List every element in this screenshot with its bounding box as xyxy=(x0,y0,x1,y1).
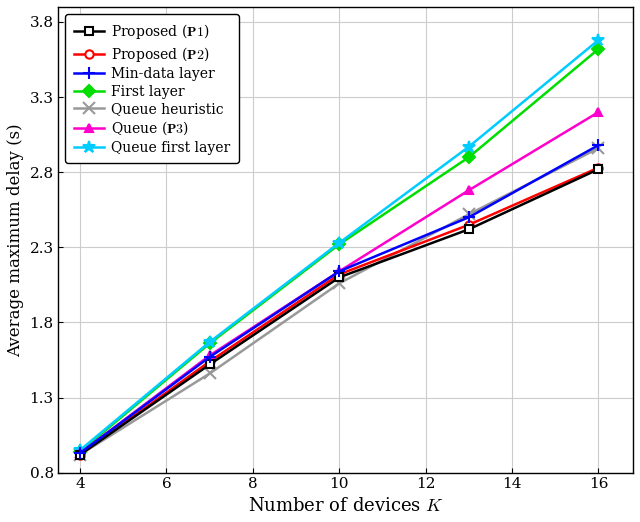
Min-data layer xyxy=(76,450,84,456)
Queue first layer xyxy=(595,37,602,43)
Proposed ($\mathbf{P1}$) xyxy=(206,361,214,367)
Queue first layer xyxy=(76,447,84,453)
Proposed ($\mathbf{P1}$) xyxy=(76,452,84,458)
Line: Min-data layer: Min-data layer xyxy=(74,139,605,459)
Queue ($\mathbf{P3}$) xyxy=(465,187,473,193)
Proposed ($\mathbf{P1}$) xyxy=(595,166,602,172)
Proposed ($\mathbf{P2}$) xyxy=(595,164,602,171)
Line: Proposed ($\mathbf{P1}$): Proposed ($\mathbf{P1}$) xyxy=(76,165,603,459)
Line: Queue heuristic: Queue heuristic xyxy=(74,143,604,460)
Proposed ($\mathbf{P2}$) xyxy=(465,222,473,228)
Queue ($\mathbf{P3}$) xyxy=(76,450,84,456)
Y-axis label: Average maximum delay (s): Average maximum delay (s) xyxy=(7,123,24,357)
Queue heuristic xyxy=(465,211,473,217)
Min-data layer xyxy=(465,214,473,220)
Min-data layer xyxy=(206,354,214,360)
Proposed ($\mathbf{P1}$) xyxy=(465,226,473,232)
First layer xyxy=(335,241,343,247)
First layer xyxy=(465,154,473,160)
Line: Proposed ($\mathbf{P2}$): Proposed ($\mathbf{P2}$) xyxy=(76,163,603,459)
Queue ($\mathbf{P3}$) xyxy=(335,268,343,275)
Proposed ($\mathbf{P2}$) xyxy=(335,271,343,278)
Proposed ($\mathbf{P2}$) xyxy=(206,358,214,364)
First layer xyxy=(76,448,84,455)
Queue heuristic xyxy=(206,371,214,377)
Queue heuristic xyxy=(76,452,84,458)
Line: Queue first layer: Queue first layer xyxy=(74,34,605,456)
First layer xyxy=(206,340,214,347)
Min-data layer xyxy=(335,268,343,275)
Min-data layer xyxy=(595,142,602,148)
Queue first layer xyxy=(465,144,473,150)
X-axis label: Number of devices $K$: Number of devices $K$ xyxy=(248,497,444,515)
Queue ($\mathbf{P3}$) xyxy=(206,352,214,359)
First layer xyxy=(595,46,602,52)
Queue ($\mathbf{P3}$) xyxy=(595,109,602,115)
Line: First layer: First layer xyxy=(76,45,603,456)
Line: Queue ($\mathbf{P3}$): Queue ($\mathbf{P3}$) xyxy=(76,108,603,457)
Proposed ($\mathbf{P2}$) xyxy=(76,452,84,458)
Queue first layer xyxy=(206,339,214,345)
Queue first layer xyxy=(335,240,343,246)
Queue heuristic xyxy=(595,145,602,151)
Legend: Proposed ($\mathbf{P1}$), Proposed ($\mathbf{P2}$), Min-data layer, First layer,: Proposed ($\mathbf{P1}$), Proposed ($\ma… xyxy=(65,14,239,163)
Proposed ($\mathbf{P1}$) xyxy=(335,274,343,280)
Queue heuristic xyxy=(335,280,343,287)
